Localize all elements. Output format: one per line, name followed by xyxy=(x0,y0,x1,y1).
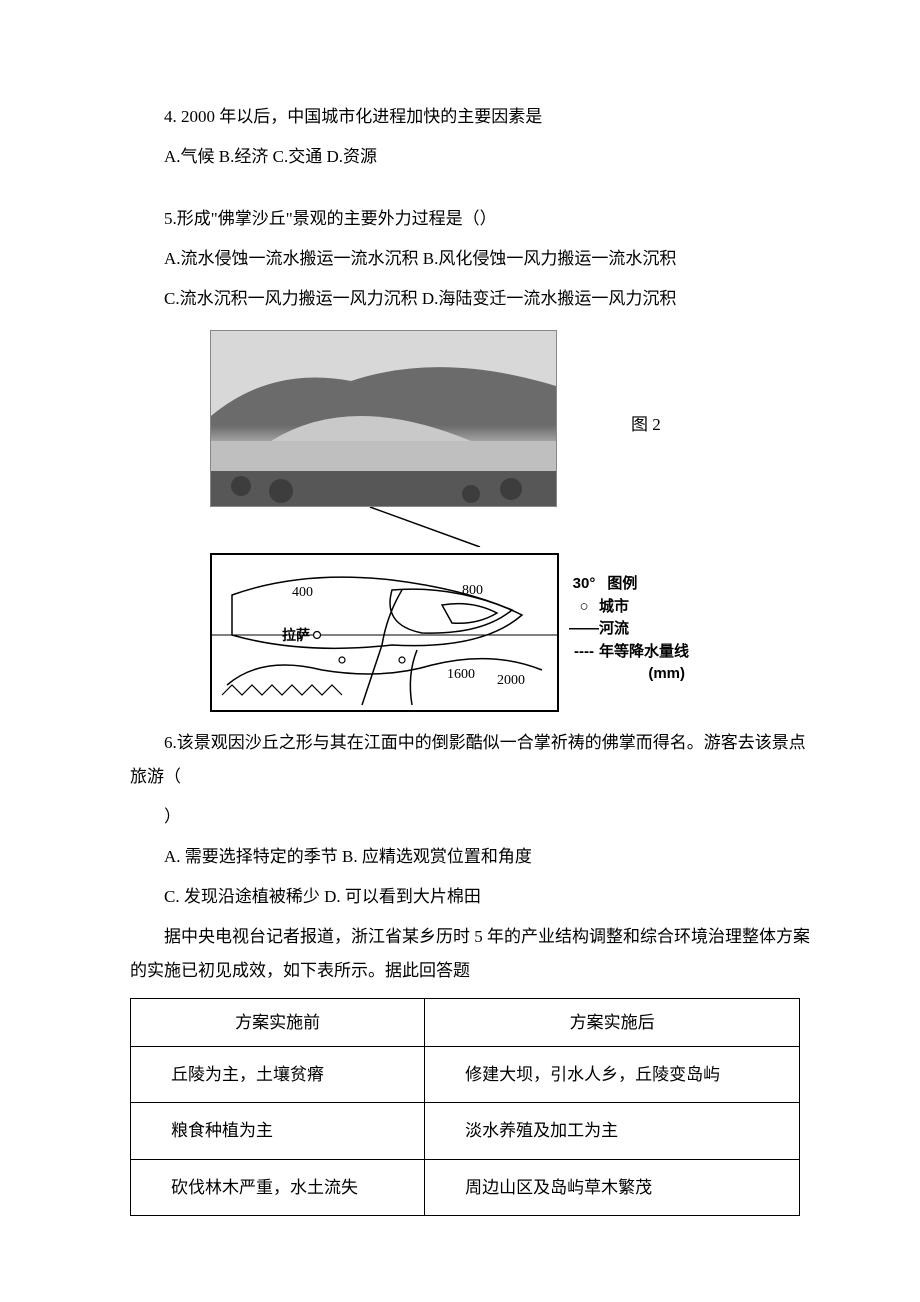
table-cell: 砍伐林木严重，水土流失 xyxy=(131,1159,425,1215)
legend-city-icon: ○ xyxy=(569,596,599,619)
connector-line xyxy=(210,507,555,547)
iso-1600: 1600 xyxy=(447,667,475,683)
photo-sand-dune xyxy=(210,330,557,507)
figure-2: 图 2 xyxy=(210,330,810,712)
legend-isoline: 年等降水量线 xyxy=(599,643,689,660)
photo-svg xyxy=(211,331,556,506)
table-row: 砍伐林木严重，水土流失 周边山区及岛屿草木繁茂 xyxy=(131,1159,800,1215)
q4-stem: 4. 2000 年以后，中国城市化进程加快的主要因素是 xyxy=(130,100,810,134)
table-cell: 修建大坝，引水人乡，丘陵变岛屿 xyxy=(425,1047,800,1103)
q5-stem: 5.形成"佛掌沙丘"景观的主要外力过程是（） xyxy=(130,202,810,236)
table-cell: 粮食种植为主 xyxy=(131,1103,425,1159)
legend-unit: (mm) xyxy=(648,665,685,682)
table-header-after: 方案实施后 xyxy=(425,999,800,1047)
iso-2000: 2000 xyxy=(497,673,525,689)
table-cell: 淡水养殖及加工为主 xyxy=(425,1103,800,1159)
legend-city: 城市 xyxy=(599,598,629,615)
table-cell: 丘陵为主，土壤贫瘠 xyxy=(131,1047,425,1103)
table-header-before: 方案实施前 xyxy=(131,999,425,1047)
table-cell: 周边山区及岛屿草木繁茂 xyxy=(425,1159,800,1215)
map-box: 400 800 1600 2000 拉萨 xyxy=(210,553,559,712)
table-row: 方案实施前 方案实施后 xyxy=(131,999,800,1047)
q5-options-line1: A.流水侵蚀一流水搬运一流水沉积 B.风化侵蚀一风力搬运一流水沉积 xyxy=(130,242,810,276)
q6-stem-line2: ） xyxy=(130,800,810,834)
legend-title: 图例 xyxy=(607,575,637,592)
table-row: 粮食种植为主 淡水养殖及加工为主 xyxy=(131,1103,800,1159)
city-lhasa: 拉萨 xyxy=(282,625,310,645)
comparison-table: 方案实施前 方案实施后 丘陵为主，土壤贫瘠 修建大坝，引水人乡，丘陵变岛屿 粮食… xyxy=(130,998,800,1216)
figure-label: 图 2 xyxy=(631,410,661,435)
q6-options-cd: C. 发现沿途植被稀少 D. 可以看到大片棉田 xyxy=(130,880,810,914)
iso-800: 800 xyxy=(462,583,483,599)
lat-label: 30° xyxy=(569,573,599,596)
legend-river: 河流 xyxy=(599,620,629,637)
q4-options: A.气候 B.经济 C.交通 D.资源 xyxy=(130,140,810,174)
legend-iso-icon: ---- xyxy=(569,641,599,664)
q5-options-line2: C.流水沉积一风力搬运一风力沉积 D.海陆变迁一流水搬运一风力沉积 xyxy=(130,282,810,316)
q6-stem-line1: 6.该景观因沙丘之形与其在江面中的倒影酷似一合掌祈祷的佛掌而得名。游客去该景点旅… xyxy=(130,726,810,794)
q6-options-ab: A. 需要选择特定的季节 B. 应精选观赏位置和角度 xyxy=(130,840,810,874)
legend-river-icon: —— xyxy=(569,618,599,641)
iso-400: 400 xyxy=(292,585,313,601)
passage-text: 据中央电视台记者报道，浙江省某乡历时 5 年的产业结构调整和综合环境治理整体方案… xyxy=(130,920,810,988)
map-legend: 30° 图例 ○城市 ——河流 ----年等降水量线 (mm) xyxy=(569,573,689,686)
table-row: 丘陵为主，土壤贫瘠 修建大坝，引水人乡，丘陵变岛屿 xyxy=(131,1047,800,1103)
